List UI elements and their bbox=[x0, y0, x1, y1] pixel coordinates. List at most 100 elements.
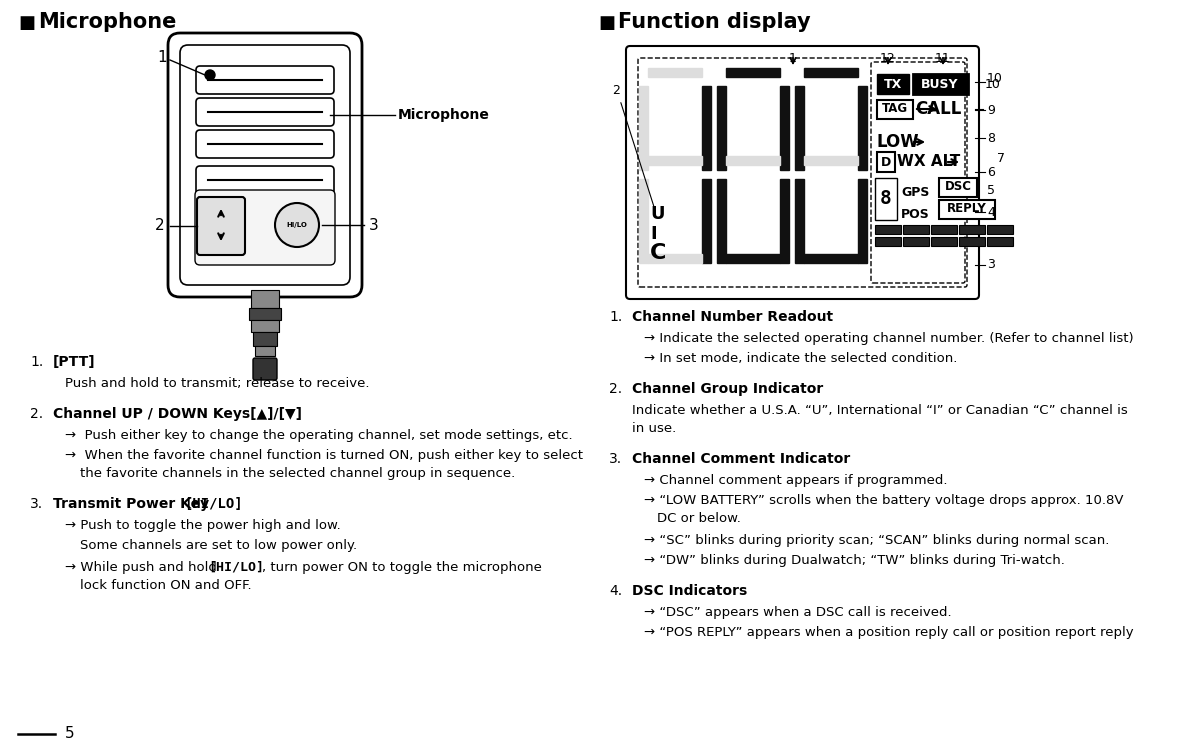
Text: → “DW” blinks during Dualwatch; “TW” blinks during Tri-watch.: → “DW” blinks during Dualwatch; “TW” bli… bbox=[644, 554, 1065, 567]
Text: 1.: 1. bbox=[30, 355, 44, 369]
FancyBboxPatch shape bbox=[196, 130, 334, 158]
Text: DSC Indicators: DSC Indicators bbox=[632, 584, 748, 598]
Text: 2: 2 bbox=[612, 83, 620, 97]
Bar bbox=[903, 237, 929, 246]
Text: 11: 11 bbox=[935, 52, 951, 65]
Bar bbox=[804, 156, 859, 165]
Bar bbox=[795, 179, 804, 263]
Text: 12: 12 bbox=[880, 52, 896, 65]
FancyBboxPatch shape bbox=[253, 358, 278, 380]
Text: 3: 3 bbox=[370, 217, 379, 232]
Text: →  When the favorite channel function is turned ON, push either key to select: → When the favorite channel function is … bbox=[65, 449, 583, 462]
Bar bbox=[939, 178, 977, 197]
Text: C: C bbox=[650, 243, 666, 263]
Text: , turn power ON to toggle the microphone: , turn power ON to toggle the microphone bbox=[262, 561, 542, 574]
Text: [HI/LO]: [HI/LO] bbox=[208, 561, 265, 574]
Text: Channel UP / DOWN Keys[▲]/[▼]: Channel UP / DOWN Keys[▲]/[▼] bbox=[53, 407, 302, 421]
Text: in use.: in use. bbox=[632, 422, 677, 435]
Text: Some channels are set to low power only.: Some channels are set to low power only. bbox=[80, 539, 357, 552]
Text: Transmit Power Key: Transmit Power Key bbox=[53, 497, 214, 511]
Text: TAG: TAG bbox=[882, 103, 908, 115]
Bar bbox=[859, 86, 867, 170]
Bar bbox=[875, 225, 901, 234]
Text: [PTT]: [PTT] bbox=[53, 355, 96, 369]
Circle shape bbox=[275, 203, 319, 247]
Text: → “LOW BATTERY” scrolls when the battery voltage drops approx. 10.8V: → “LOW BATTERY” scrolls when the battery… bbox=[644, 494, 1123, 507]
Text: 1: 1 bbox=[789, 52, 797, 65]
FancyBboxPatch shape bbox=[196, 66, 334, 94]
Text: HI/LO: HI/LO bbox=[287, 222, 307, 228]
Text: 6: 6 bbox=[987, 166, 994, 178]
Text: 2.: 2. bbox=[609, 382, 622, 396]
Text: → “DSC” appears when a DSC call is received.: → “DSC” appears when a DSC call is recei… bbox=[644, 606, 952, 619]
Text: → While push and hold: → While push and hold bbox=[65, 561, 221, 574]
Bar bbox=[717, 86, 726, 170]
FancyBboxPatch shape bbox=[626, 46, 979, 299]
Bar bbox=[779, 86, 789, 170]
Text: 2.: 2. bbox=[30, 407, 44, 421]
Bar bbox=[959, 237, 985, 246]
Bar bbox=[804, 68, 859, 77]
Bar bbox=[939, 200, 996, 219]
Bar bbox=[253, 332, 278, 346]
Text: 4.: 4. bbox=[609, 584, 622, 598]
Text: Push and hold to transmit; release to receive.: Push and hold to transmit; release to re… bbox=[65, 377, 370, 390]
Bar bbox=[859, 179, 867, 263]
Text: GPS: GPS bbox=[901, 186, 929, 198]
Bar bbox=[877, 100, 913, 119]
Circle shape bbox=[205, 70, 215, 80]
Bar bbox=[639, 86, 648, 170]
Text: the favorite channels in the selected channel group in sequence.: the favorite channels in the selected ch… bbox=[80, 467, 515, 480]
Text: → Indicate the selected operating channel number. (Refer to channel list): → Indicate the selected operating channe… bbox=[644, 332, 1134, 345]
Text: → “SC” blinks during priority scan; “SCAN” blinks during normal scan.: → “SC” blinks during priority scan; “SCA… bbox=[644, 534, 1109, 547]
Bar bbox=[249, 308, 281, 320]
Bar bbox=[255, 346, 275, 356]
Bar bbox=[779, 179, 789, 263]
Text: 4: 4 bbox=[987, 205, 994, 219]
Text: 7: 7 bbox=[997, 151, 1005, 165]
Bar bbox=[726, 254, 779, 263]
Text: 3.: 3. bbox=[30, 497, 44, 511]
Text: REPLY: REPLY bbox=[947, 202, 987, 216]
Text: 10: 10 bbox=[985, 77, 1000, 91]
FancyBboxPatch shape bbox=[168, 33, 363, 297]
Text: 8: 8 bbox=[880, 189, 892, 208]
Text: 2: 2 bbox=[155, 219, 165, 234]
Bar bbox=[959, 225, 985, 234]
Text: 3: 3 bbox=[987, 258, 994, 271]
Text: D: D bbox=[881, 156, 892, 169]
Bar bbox=[987, 237, 1013, 246]
FancyBboxPatch shape bbox=[196, 98, 334, 126]
Bar bbox=[702, 86, 711, 170]
Bar bbox=[987, 225, 1013, 234]
Text: ■: ■ bbox=[598, 14, 615, 32]
Text: I: I bbox=[650, 225, 657, 243]
Text: U: U bbox=[650, 205, 665, 223]
Text: WX ALT: WX ALT bbox=[898, 154, 960, 169]
Text: POS: POS bbox=[901, 207, 929, 220]
Text: Indicate whether a U.S.A. “U”, International “I” or Canadian “C” channel is: Indicate whether a U.S.A. “U”, Internati… bbox=[632, 404, 1128, 417]
Bar bbox=[913, 74, 968, 94]
Text: BUSY: BUSY bbox=[921, 77, 959, 91]
Bar bbox=[252, 320, 279, 332]
Text: → “POS REPLY” appears when a position reply call or position report reply: → “POS REPLY” appears when a position re… bbox=[644, 626, 1134, 639]
Text: 1: 1 bbox=[157, 49, 167, 64]
Text: Channel Number Readout: Channel Number Readout bbox=[632, 310, 833, 324]
Text: 9: 9 bbox=[987, 103, 994, 117]
Text: → In set mode, indicate the selected condition.: → In set mode, indicate the selected con… bbox=[644, 352, 958, 365]
Bar bbox=[795, 86, 804, 170]
Bar bbox=[877, 152, 895, 172]
Text: Function display: Function display bbox=[618, 12, 810, 32]
Bar bbox=[639, 179, 648, 263]
Bar bbox=[931, 237, 957, 246]
Text: 1.: 1. bbox=[609, 310, 622, 324]
Text: CALL: CALL bbox=[915, 100, 961, 118]
FancyBboxPatch shape bbox=[196, 166, 334, 194]
Bar bbox=[648, 156, 702, 165]
Bar bbox=[877, 74, 909, 94]
Text: 8: 8 bbox=[987, 132, 996, 145]
Text: →  Push either key to change the operating channel, set mode settings, etc.: → Push either key to change the operatin… bbox=[65, 429, 573, 442]
Bar bbox=[648, 68, 702, 77]
Bar bbox=[702, 179, 711, 263]
Bar bbox=[252, 290, 279, 308]
